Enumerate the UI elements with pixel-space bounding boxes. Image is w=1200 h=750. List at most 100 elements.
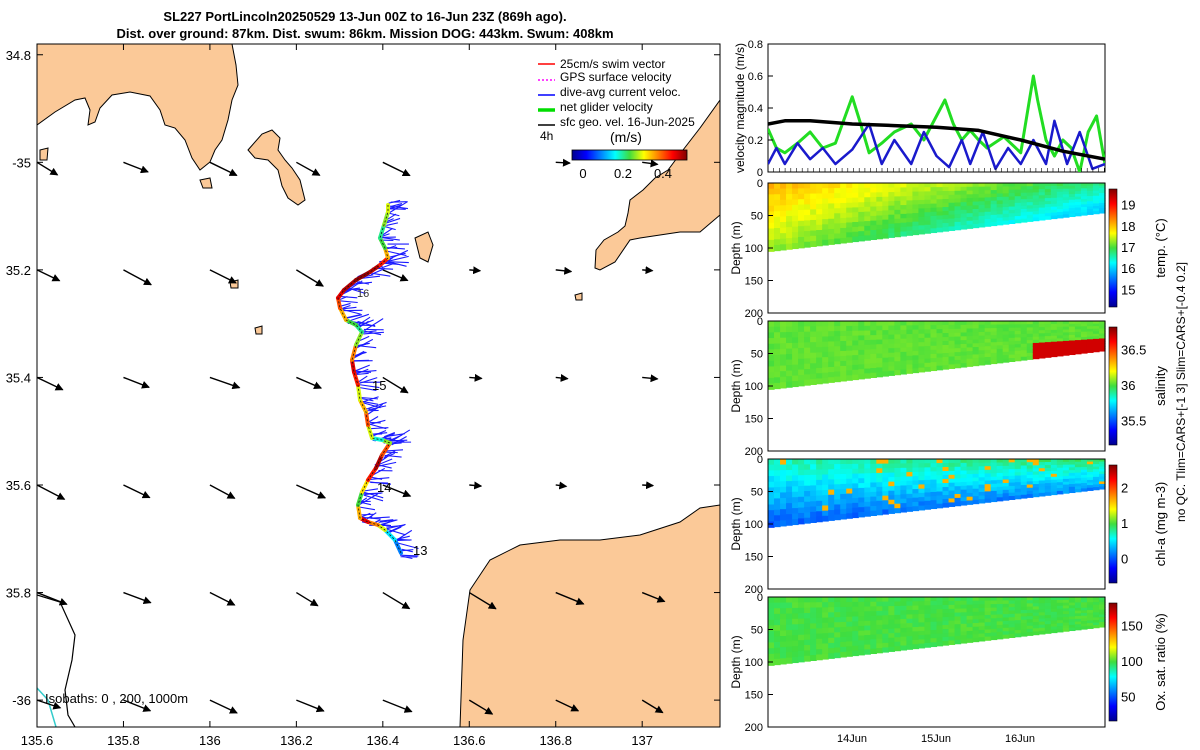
section-cell [918, 229, 926, 235]
section-cell [858, 625, 865, 632]
section-cell [768, 338, 775, 345]
section-cell [894, 605, 901, 612]
section-cell [1020, 340, 1028, 345]
section-cell [972, 473, 980, 479]
section-cell [918, 325, 926, 331]
section-cell [876, 358, 883, 364]
section-cell [768, 217, 775, 224]
section-cell [870, 206, 877, 212]
section-cell [924, 203, 932, 209]
section-cell [810, 633, 817, 640]
section-cell [918, 183, 926, 188]
section-cell [1092, 346, 1100, 350]
section-cell [966, 619, 974, 625]
section-cell [1068, 183, 1076, 187]
section-cell [924, 228, 932, 234]
section-cell [810, 230, 817, 237]
section-cell [792, 513, 799, 520]
section-cell [1008, 613, 1016, 618]
section-cell [858, 321, 865, 327]
small-island [199, 177, 213, 189]
section-cell [1014, 321, 1022, 325]
section-cell [1002, 358, 1010, 363]
section-cell [1098, 614, 1106, 618]
section-cell [1032, 342, 1040, 347]
section-cell [864, 192, 871, 198]
section-cell [774, 211, 781, 218]
velocity-panel: 00.20.40.60.8 velocity magnitude (m/s) [733, 39, 1106, 179]
section-cell [888, 187, 895, 193]
section-cell [960, 328, 968, 334]
section-cell [816, 644, 823, 650]
section-cell [996, 183, 1004, 188]
section-cell [768, 597, 775, 604]
geo-velocity-arrow [642, 266, 654, 275]
section-cell [984, 183, 992, 188]
section-cell [822, 331, 829, 338]
section-colorbar [1108, 602, 1118, 722]
section-cell [1086, 472, 1094, 476]
section-cell [924, 613, 932, 619]
section-cell [1068, 478, 1076, 482]
section-cell [840, 187, 847, 194]
section-cell [822, 203, 829, 210]
section-cell [918, 501, 926, 507]
section-cell [780, 503, 787, 510]
map-x-tick-label: 137 [631, 733, 653, 748]
section-cell [1026, 321, 1034, 325]
section-cell [1002, 213, 1010, 218]
current-vector [385, 217, 401, 224]
section-cell [804, 183, 811, 189]
section-cell [984, 607, 992, 612]
section-cell [936, 503, 944, 509]
section-cell [1098, 197, 1106, 202]
section-cell [1002, 493, 1010, 498]
section-cell [960, 186, 968, 192]
current-vector [356, 372, 369, 376]
section-cell [1074, 348, 1082, 352]
section-cell [810, 607, 817, 614]
section-cell [882, 638, 889, 644]
section-cell [948, 600, 956, 606]
current-vector [378, 464, 392, 469]
section-cell [984, 622, 992, 627]
section-cell [1044, 603, 1052, 607]
section-cell [1020, 491, 1028, 496]
section-cell [954, 194, 962, 200]
section-cell [918, 505, 926, 511]
section-cell [804, 236, 811, 243]
section-cell [876, 229, 883, 235]
section-cell [1020, 199, 1028, 204]
section-cell [942, 613, 950, 618]
section-cell [1062, 599, 1070, 604]
section-cell [1080, 477, 1088, 481]
section-cell [936, 637, 944, 643]
section-cell [966, 477, 974, 483]
section-cell [798, 199, 805, 206]
section-cell [1032, 603, 1040, 608]
section-cell [930, 504, 938, 510]
section-cell [804, 485, 811, 492]
section-cell [882, 228, 889, 235]
section-cell [828, 504, 835, 511]
section-cell [900, 334, 908, 340]
section-cell [870, 353, 877, 360]
section-cell [924, 467, 932, 473]
section-cell [954, 497, 962, 503]
section-cell [1032, 189, 1040, 194]
section-cell [942, 187, 950, 192]
section-cell [810, 612, 817, 619]
section-cell [1008, 600, 1016, 605]
section-cell [924, 609, 932, 615]
section-cell [960, 202, 968, 207]
section-cell [834, 233, 841, 240]
section-cell [792, 486, 799, 493]
section-cell [1098, 202, 1106, 207]
section-cell [840, 335, 847, 342]
section-cell [1008, 462, 1016, 467]
section-cell [822, 372, 829, 379]
section-cell [834, 607, 841, 613]
section-cell [798, 337, 805, 344]
section-colorbar [1108, 188, 1118, 308]
section-cell [774, 354, 781, 362]
